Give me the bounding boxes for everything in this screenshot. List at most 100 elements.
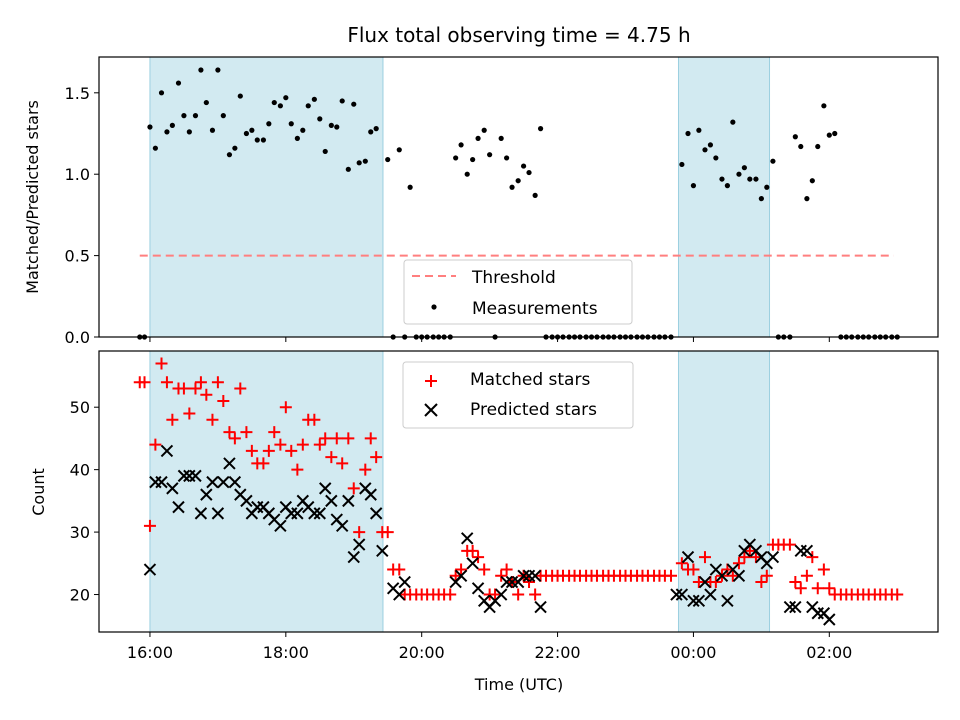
matched-star-point — [760, 569, 773, 582]
matched-star-point — [330, 432, 343, 445]
measurement-point — [758, 196, 764, 202]
matched-star-point — [155, 357, 168, 370]
predicted-star-point — [692, 594, 706, 607]
measurement-point — [277, 103, 283, 109]
measurement-point — [809, 178, 815, 184]
observing-shading — [149, 56, 771, 338]
matched-star-point — [138, 376, 151, 389]
measurement-point — [696, 127, 702, 133]
matched-star-point — [675, 557, 688, 570]
matched-star-point — [257, 457, 270, 470]
x-axis-label: Time (UTC) — [474, 675, 563, 694]
matched-star-point — [794, 582, 807, 595]
matched-star-point — [698, 551, 711, 564]
predicted-star-point — [217, 475, 230, 489]
shaded-interval-0 — [149, 350, 384, 633]
matched-star-point — [291, 463, 304, 476]
measurement-point — [515, 178, 521, 184]
matched-star-point — [296, 438, 309, 451]
legend-predicted-label: Predicted stars — [470, 400, 597, 420]
bottom-axes-frame — [98, 350, 939, 633]
measurement-point — [702, 147, 708, 153]
measurement-point — [164, 129, 170, 135]
count-panel: 16:00 18:00 20:00 22:00 00:00 02:00 20304050 … — [29, 350, 939, 694]
matched-star-point — [200, 388, 213, 401]
measurement-point — [232, 145, 238, 151]
predicted-star-point — [342, 494, 355, 508]
measurement-point — [770, 158, 776, 164]
top-y-axis-label: Matched/Predicted stars — [23, 100, 42, 294]
measurement-point — [169, 122, 175, 128]
measurement-point — [294, 135, 300, 141]
matched-star-point — [738, 551, 751, 564]
measurement-point — [736, 171, 742, 177]
predicted-star-points — [143, 444, 836, 626]
measurement-point — [305, 103, 311, 109]
top-legend: Threshold Measurements — [403, 259, 633, 325]
predicted-star-point — [319, 482, 332, 495]
measurement-point — [209, 127, 216, 133]
measurement-point — [741, 165, 747, 171]
measurement-point — [243, 130, 250, 137]
predicted-star-point — [291, 507, 304, 520]
predicted-star-point — [783, 600, 797, 614]
measurement-point — [821, 103, 827, 109]
matched-star-point — [783, 538, 796, 551]
legend-threshold-label: Threshold — [471, 268, 556, 288]
predicted-star-point — [325, 494, 338, 508]
predicted-star-point — [155, 475, 168, 489]
x-tick-label: 18:00 — [263, 643, 309, 662]
matched-star-point — [336, 457, 349, 470]
measurement-point — [181, 113, 187, 119]
matched-star-point — [489, 588, 502, 601]
matched-star-point — [228, 432, 241, 445]
matched-star-point — [393, 563, 406, 576]
predicted-star-point — [461, 532, 474, 545]
bottom-x-ticks: 16:00 18:00 20:00 22:00 00:00 02:00 — [127, 632, 852, 662]
matched-star-point — [743, 544, 756, 557]
measurement-point — [266, 121, 272, 127]
predicted-star-point — [274, 519, 287, 533]
measurement-point — [271, 99, 277, 106]
matched-star-point — [455, 563, 468, 576]
predicted-star-point — [534, 600, 547, 614]
y-tick-label: 0.0 — [65, 328, 90, 347]
matched-star-point — [800, 569, 813, 582]
matched-star-point — [211, 376, 224, 389]
predicted-star-point — [206, 475, 219, 489]
predicted-star-point — [308, 507, 321, 520]
matched-star-point — [806, 551, 819, 564]
y-tick-label: 30 — [70, 523, 90, 542]
top-x-ticks — [149, 337, 830, 342]
predicted-star-point — [336, 519, 349, 533]
predicted-star-point — [800, 544, 814, 558]
legend-predicted-swatch — [424, 403, 438, 417]
measurement-point — [385, 156, 391, 163]
y-tick-label: 40 — [70, 461, 90, 480]
matched-star-point — [891, 588, 904, 601]
x-tick-label: 20:00 — [399, 643, 445, 662]
matched-star-point — [223, 426, 236, 439]
legend-measurements-label: Measurements — [472, 299, 598, 319]
predicted-star-point — [189, 469, 202, 483]
matched-star-point — [217, 394, 230, 407]
matched-star-point — [687, 563, 700, 576]
measurement-point — [815, 143, 821, 150]
observing-shading-bottom — [149, 350, 771, 633]
predicted-star-point — [670, 588, 683, 601]
measurement-point — [498, 135, 504, 141]
x-tick-label: 22:00 — [535, 643, 581, 662]
measurement-point — [215, 67, 221, 73]
predicted-star-point — [766, 550, 780, 564]
measurement-point — [249, 127, 255, 133]
predicted-star-point — [715, 569, 729, 583]
measurement-point — [396, 147, 402, 153]
predicted-star-point — [393, 588, 406, 601]
ratio-panel: 0.0 0.5 1.0 1.5 Matched/Predicted stars Thr… — [23, 56, 939, 347]
chart-title: Flux total observing time = 4.75 h — [347, 23, 690, 47]
measurement-point — [719, 176, 725, 182]
matched-star-point — [364, 432, 377, 445]
matched-star-point — [149, 438, 162, 451]
measurement-point — [826, 132, 832, 138]
matched-star-point — [478, 563, 491, 576]
